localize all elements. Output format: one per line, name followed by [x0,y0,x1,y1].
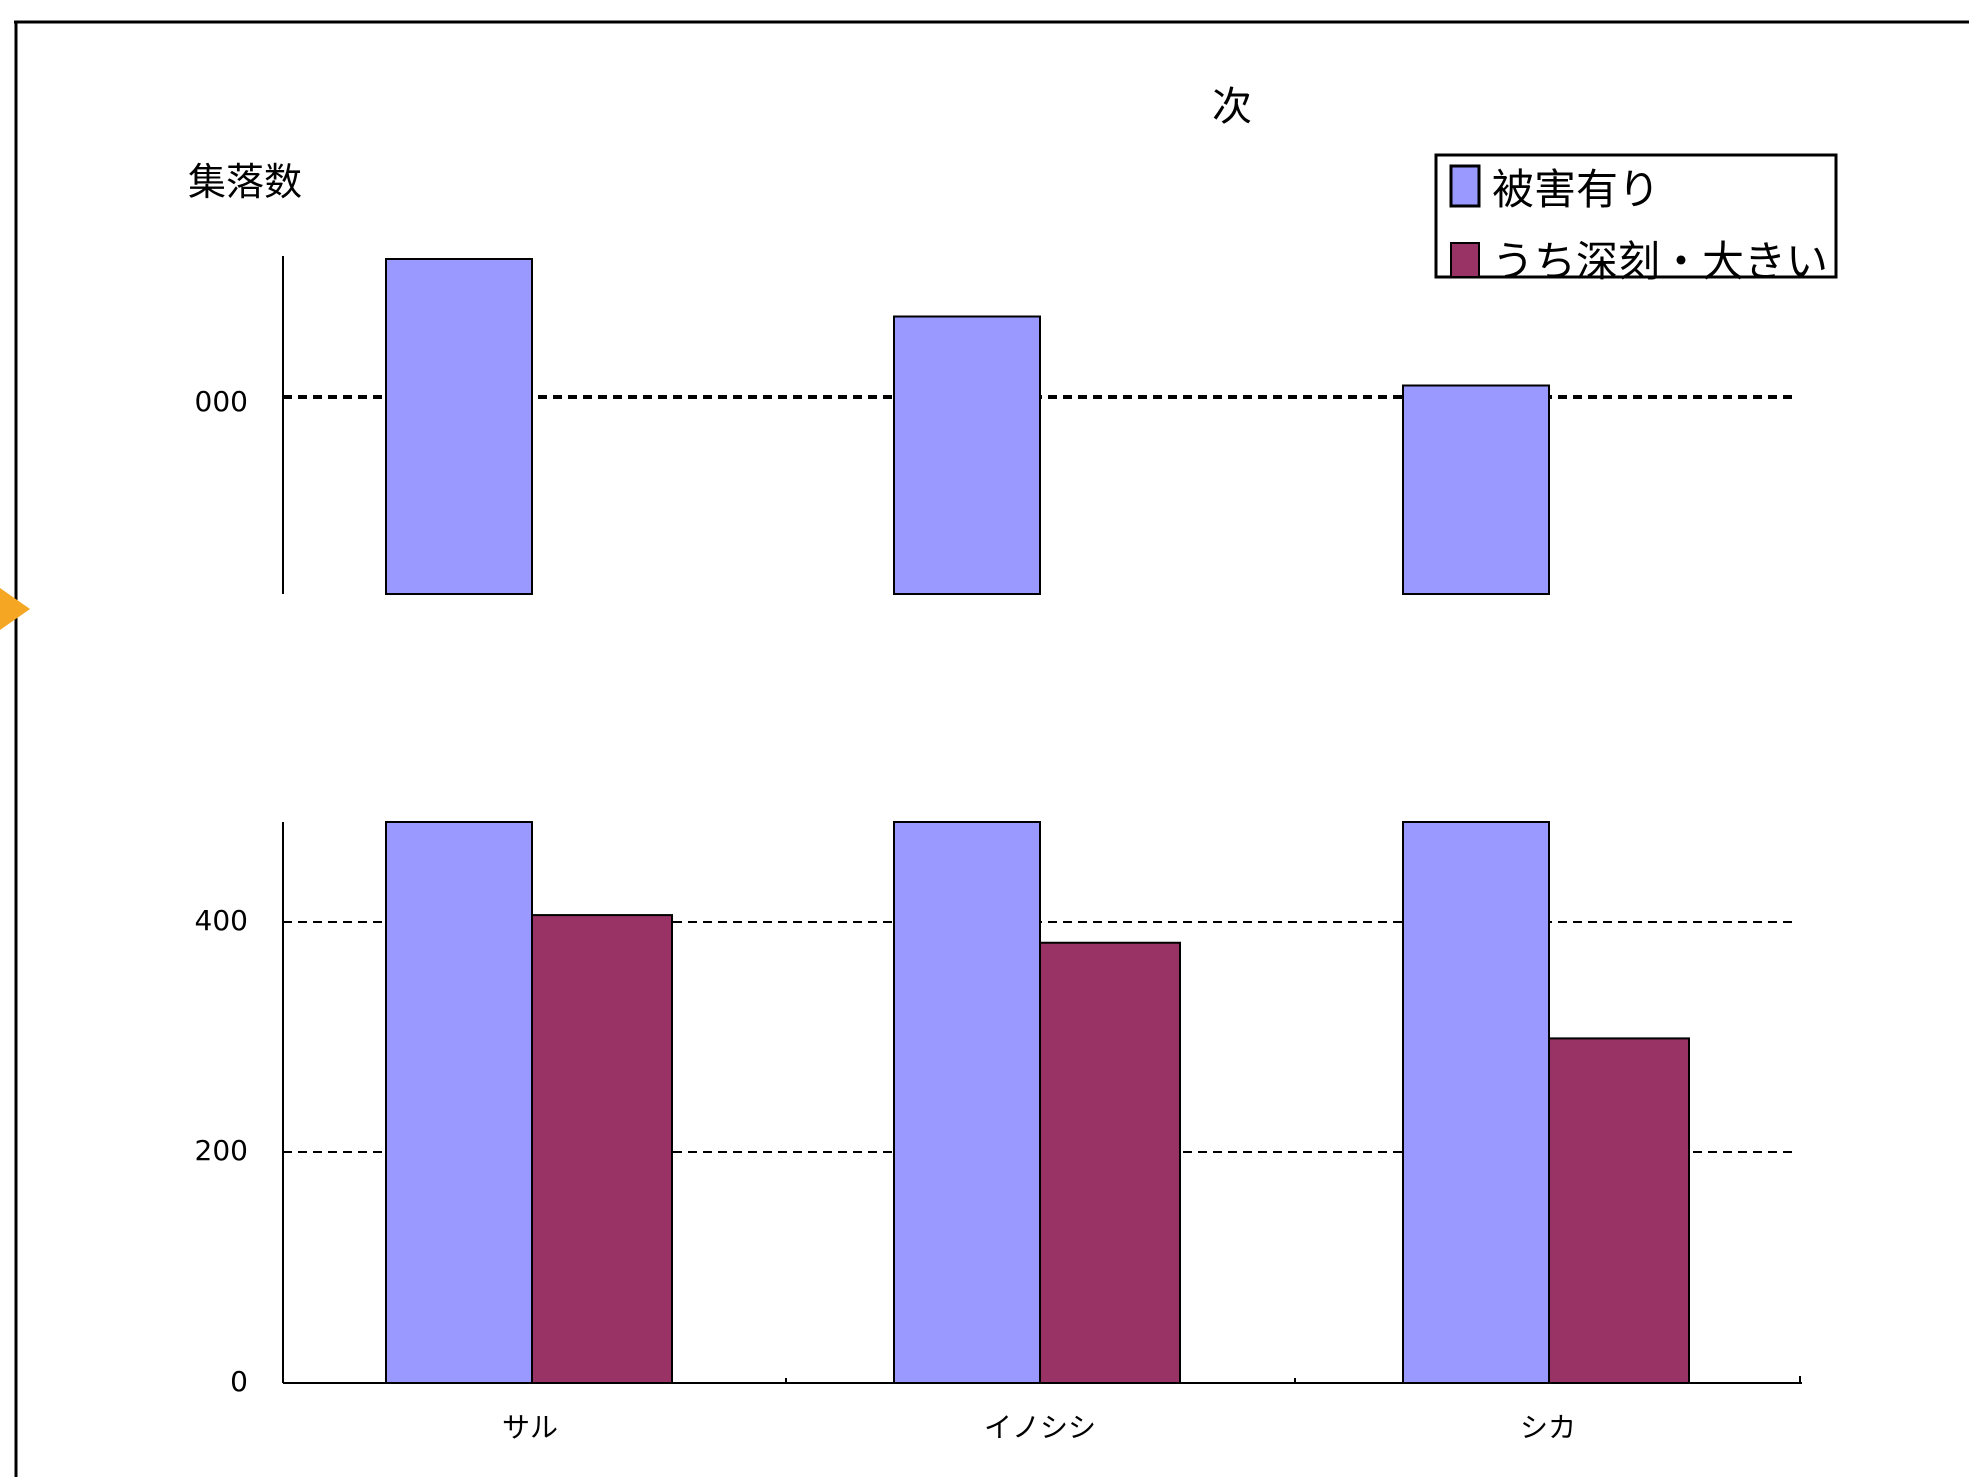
upper-tick-label: 000 [195,385,248,418]
bar-damage-shika-upper [1402,384,1550,595]
x-tick-label-shika: シカ [1520,1411,1576,1444]
chart-title: 次 [1212,84,1252,130]
legend-label-serious: うち深刻・大きい [1492,237,1828,286]
bar-serious-saru [531,914,673,1385]
legend: 被害有り うち深刻・大きい [1434,153,1838,286]
bar-damage-shika-lower [1402,821,1550,1384]
bar-damage-inoshishi-upper [893,315,1041,595]
axis-break-marker [0,588,30,630]
legend-box [1434,153,1838,279]
legend-swatch-serious [1450,242,1480,278]
legend-swatch-damage [1449,164,1481,208]
y-tick-label-0: 0 [230,1365,248,1398]
bar-damage-inoshishi-lower [893,821,1041,1384]
y-tick-label-200: 200 [195,1134,248,1167]
y-tick-label-400: 400 [195,904,248,937]
y-axis-label: 集落数 [188,160,302,204]
x-tick-label-inoshishi: イノシシ [984,1411,1096,1444]
lower-panel: 0 200 400 サル イノシシ シカ [195,821,1802,1444]
legend-label-damage: 被害有り [1492,165,1660,214]
bar-damage-saru-lower [385,821,533,1384]
x-tick-label-saru: サル [502,1411,558,1444]
bar-serious-inoshishi [1039,941,1181,1384]
upper-panel: 000 [195,256,1792,595]
bar-serious-shika [1548,1037,1690,1384]
bar-damage-saru-upper [385,258,533,595]
